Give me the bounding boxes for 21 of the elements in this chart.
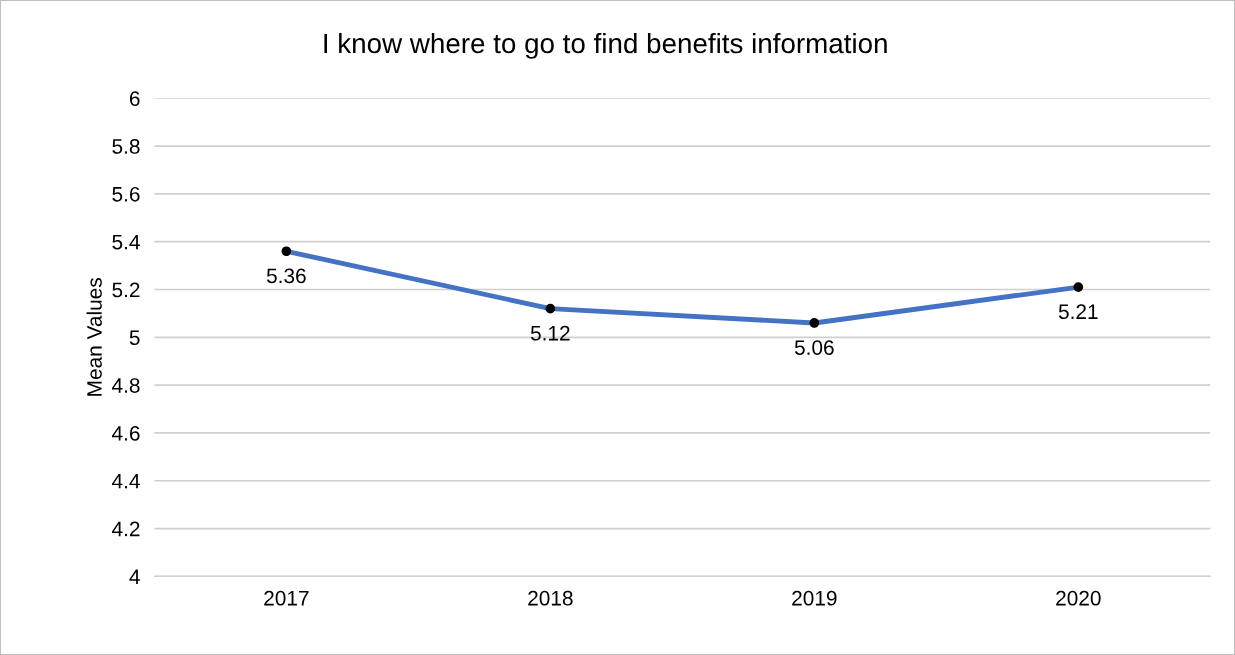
data-label: 5.12 [530, 325, 570, 341]
data-label: 5.21 [1058, 304, 1098, 320]
y-tick-label: 5.4 [112, 234, 140, 250]
y-tick-label: 5.6 [112, 186, 140, 202]
y-tick-label: 6 [129, 91, 140, 106]
x-tick-label: 2018 [528, 590, 573, 606]
y-tick-label: 4.2 [112, 521, 140, 537]
y-tick-label: 4.8 [112, 378, 140, 393]
data-label: 5.06 [794, 340, 834, 355]
x-tick-label: 2020 [1056, 590, 1101, 606]
y-tick-label: 5.8 [112, 139, 140, 154]
y-tick-label: 4.4 [112, 473, 140, 489]
y-tick-label: 4 [129, 569, 140, 584]
y-tick-label: 5.2 [112, 282, 140, 298]
x-tick-label: 2019 [792, 590, 837, 606]
y-axis-title: Mean Values [86, 278, 102, 396]
data-label: 5.36 [266, 268, 306, 284]
x-tick-label: 2017 [264, 590, 309, 606]
y-tick-label: 4.6 [112, 425, 140, 441]
y-tick-label: 5 [129, 330, 140, 346]
chart-title: I know where to go to find benefits information [324, 32, 887, 59]
